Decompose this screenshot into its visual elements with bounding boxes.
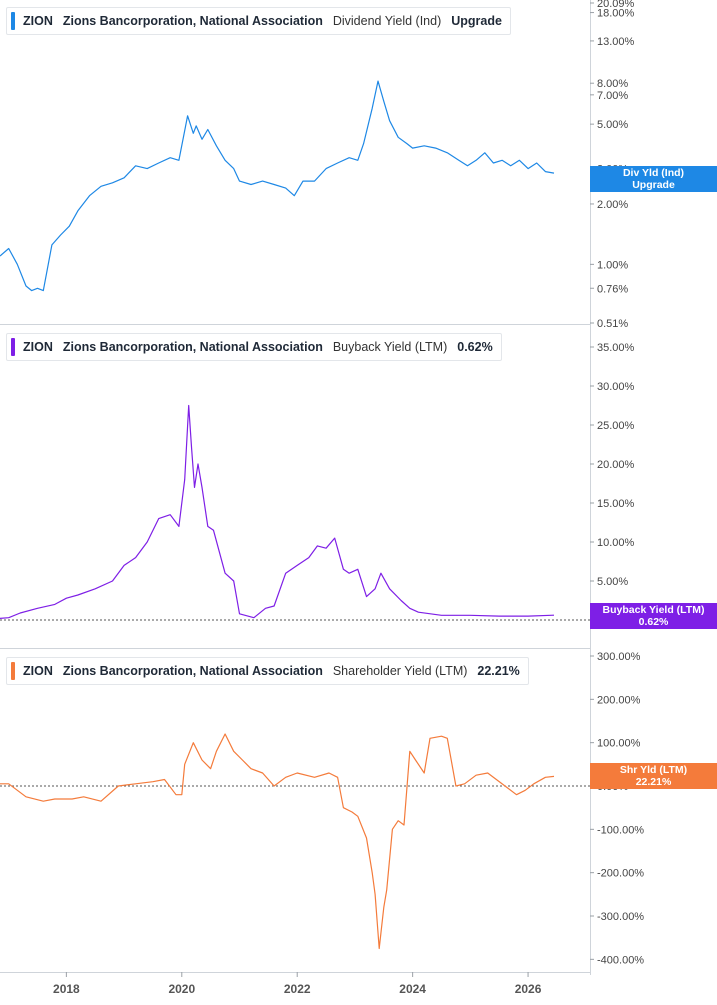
y-tick-label: -100.00% xyxy=(597,824,644,836)
y-tick-label: 200.00% xyxy=(597,694,641,706)
y-tick-label: -300.00% xyxy=(597,911,644,923)
y-tick-label: 0.51% xyxy=(597,318,628,330)
legend-value[interactable]: Upgrade xyxy=(451,14,502,28)
y-tick-label: 30.00% xyxy=(597,381,635,393)
y-tick-label: 100.00% xyxy=(597,738,641,750)
legend-swatch-shareholder xyxy=(11,662,15,680)
legend-swatch-buyback xyxy=(11,338,15,356)
y-tick-label: 300.00% xyxy=(597,651,641,663)
legend-company: Zions Bancorporation, National Associati… xyxy=(62,14,323,28)
y-tick-label: 8.00% xyxy=(597,78,628,90)
y-tick-label: 1.00% xyxy=(597,259,628,271)
tag-label: Shr Yld (LTM) xyxy=(619,764,688,776)
y-tick-label: 5.00% xyxy=(597,119,628,131)
series-line-dividend xyxy=(0,80,555,292)
tag-value: 22.21% xyxy=(635,776,672,788)
x-tick-label: 2024 xyxy=(399,982,426,996)
legend-company: Zions Bancorporation, National Associati… xyxy=(62,340,323,354)
legend-value: 0.62% xyxy=(457,340,493,354)
legend-shareholder-yield: ZION Zions Bancorporation, National Asso… xyxy=(6,657,529,685)
legend-ticker: ZION xyxy=(23,664,53,678)
tag-label: Div Yld (Ind) xyxy=(622,167,685,179)
value-tag-dividend[interactable]: Div Yld (Ind) Upgrade xyxy=(590,166,717,192)
legend-ticker: ZION xyxy=(23,14,53,28)
legend-dividend-yield: ZION Zions Bancorporation, National Asso… xyxy=(6,7,511,35)
y-tick-label: 20.09% xyxy=(597,0,635,10)
legend-metric: Buyback Yield (LTM) xyxy=(332,340,448,354)
legend-swatch-dividend xyxy=(11,12,15,30)
y-tick-label: 10.00% xyxy=(597,537,635,549)
legend-company: Zions Bancorporation, National Associati… xyxy=(62,664,323,678)
y-tick-label: 5.00% xyxy=(597,576,628,588)
y-tick-label: 0.76% xyxy=(597,283,628,295)
x-tick-label: 2026 xyxy=(515,982,542,996)
x-tick-label: 2018 xyxy=(53,982,80,996)
y-tick-label: 13.00% xyxy=(597,36,635,48)
y-tick-label: 35.00% xyxy=(597,342,635,354)
legend-metric: Dividend Yield (Ind) xyxy=(332,14,442,28)
y-tick-label: -400.00% xyxy=(597,954,644,966)
y-tick-label: 20.00% xyxy=(597,459,635,471)
legend-ticker: ZION xyxy=(23,340,53,354)
y-tick-label: -200.00% xyxy=(597,868,644,880)
y-tick-label: 7.00% xyxy=(597,90,628,102)
tag-value: Upgrade xyxy=(632,179,675,191)
y-tick-label: 2.00% xyxy=(597,199,628,211)
series-line-buyback xyxy=(0,404,555,619)
x-tick-label: 2020 xyxy=(168,982,195,996)
y-tick-label: 25.00% xyxy=(597,420,635,432)
x-tick-label: 2022 xyxy=(284,982,311,996)
legend-metric: Shareholder Yield (LTM) xyxy=(332,664,468,678)
legend-buyback-yield: ZION Zions Bancorporation, National Asso… xyxy=(6,333,502,361)
value-tag-shareholder: Shr Yld (LTM) 22.21% xyxy=(590,763,717,789)
series-line-shareholder xyxy=(0,733,555,950)
tag-value: 0.62% xyxy=(638,616,669,628)
value-tag-buyback: Buyback Yield (LTM) 0.62% xyxy=(590,603,717,629)
y-tick-label: 15.00% xyxy=(597,498,635,510)
tag-label: Buyback Yield (LTM) xyxy=(602,604,705,616)
legend-value: 22.21% xyxy=(477,664,520,678)
y-tick-label: 18.00% xyxy=(597,8,635,20)
